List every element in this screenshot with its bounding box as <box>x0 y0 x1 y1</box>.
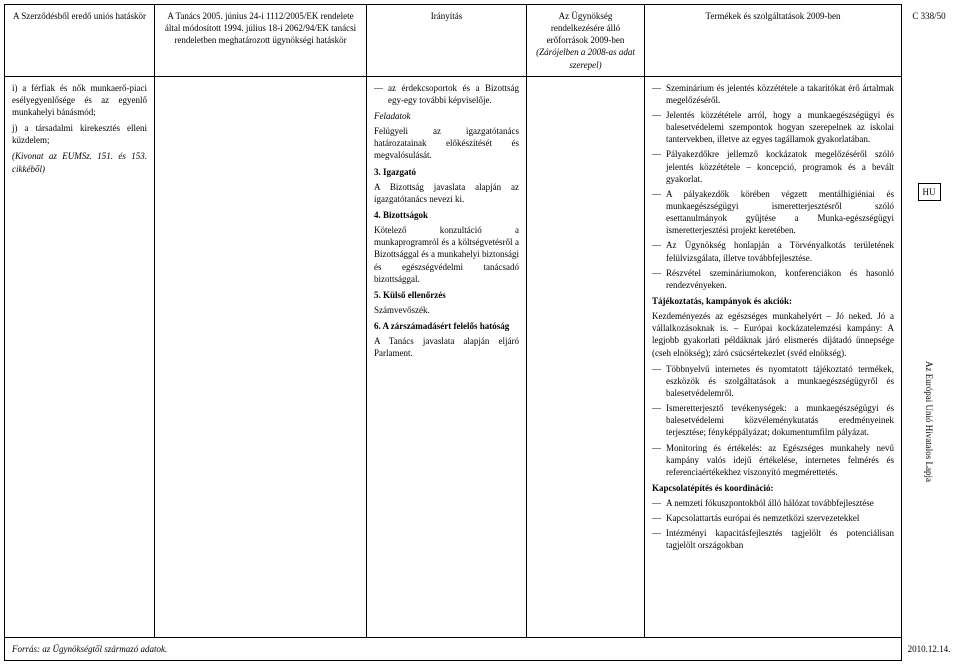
col3-s6-body: A Tanács javaslata alapján eljáró Parlam… <box>374 335 519 359</box>
header-cell-3: Irányítás <box>367 5 527 76</box>
col5-item1-4: Az Ügynökség honlapján a Törvényalkotás … <box>652 239 894 263</box>
margin-doc-number: C 338/50 <box>912 10 945 22</box>
col5-item3-2: Intézményi kapacitásfejlesztés tagjelölt… <box>652 527 894 551</box>
page-root: A Szerződésből eredő uniós hatáskör A Ta… <box>4 4 956 661</box>
col5-item3-0: A nemzeti fókuszpontokból álló hálózat t… <box>652 497 894 509</box>
body-cell-2 <box>155 77 367 637</box>
margin-column: C 338/50 HU Az Európai Unió Hivatalos La… <box>902 4 956 661</box>
header-cell-2: A Tanács 2005. június 24-i 1112/2005/EK … <box>155 5 367 76</box>
col3-s5-head: 5. Külső ellenőrzés <box>374 289 519 301</box>
header-4-line2: (Zárójelben a 2008-as adat szerepel) <box>534 46 637 70</box>
col5-item3-1: Kapcsolattartás európai és nemzetközi sz… <box>652 512 894 524</box>
col5-item1-2: Pályakezdőkre jellemző kockázatok megelő… <box>652 148 894 184</box>
header-cell-5: Termékek és szolgáltatások 2009-ben <box>645 5 901 76</box>
col3-s3-body: A Bizottság javaslata alapján az igazgat… <box>374 181 519 205</box>
header-cell-1: A Szerződésből eredő uniós hatáskör <box>5 5 155 76</box>
margin-date: 2010.12.14. <box>908 643 951 655</box>
header-cell-4: Az Ügynökség rendelkezésére álló erőforr… <box>527 5 645 76</box>
col3-s4-body: Kötelező konzultáció a munkaprogramról é… <box>374 224 519 285</box>
col5-item2-2: Monitoring és értékelés: az Egészséges m… <box>652 442 894 478</box>
col5-tajek-head: Tájékoztatás, kampányok és akciók: <box>652 295 894 307</box>
col3-s5-body: Számvevőszék. <box>374 304 519 316</box>
col3-s4-head: 4. Bizottságok <box>374 209 519 221</box>
col5-item1-3: A pályakezdők körében végzett mentálhigi… <box>652 188 894 237</box>
table-footer-row: Forrás: az Ügynökségtől származó adatok. <box>5 637 901 660</box>
col5-item1-0: Szeminárium és jelentés közzététele a ta… <box>652 82 894 106</box>
col1-para-i: i) a férfiak és nők munkaerő-piaci esély… <box>12 82 147 118</box>
footer-source: Forrás: az Ügynökségtől származó adatok. <box>5 638 901 660</box>
col1-para-j: j) a társadalmi kirekesztés elleni küzde… <box>12 122 147 146</box>
col5-tajek-body: Kezdeményezés az egészséges munkahelyért… <box>652 310 894 359</box>
table-header-row: A Szerződésből eredő uniós hatáskör A Ta… <box>5 5 901 77</box>
col3-feladatok-body: Felügyeli az igazgatótanács határozatain… <box>374 125 519 161</box>
margin-lang-box: HU <box>918 183 941 201</box>
col3-s3-head: 3. Igazgató <box>374 166 519 178</box>
col3-s6-head: 6. A zárszámadásért felelős hatóság <box>374 320 519 332</box>
margin-journal-title: Az Európai Unió Hivatalos Lapja <box>923 361 935 482</box>
body-cell-4 <box>527 77 645 637</box>
col3-intro-item: az érdekcsoportok és a Bizottság egy-egy… <box>374 82 519 106</box>
col5-item2-1: Ismeretterjesztő tevékenységek: a munkae… <box>652 402 894 438</box>
main-table: A Szerződésből eredő uniós hatáskör A Ta… <box>4 4 902 661</box>
body-cell-1: i) a férfiak és nők munkaerő-piaci esély… <box>5 77 155 637</box>
col5-item2-0: Többnyelvű internetes és nyomtatott tájé… <box>652 363 894 399</box>
header-4-line1: Az Ügynökség rendelkezésére álló erőforr… <box>534 10 637 46</box>
col5-item1-5: Részvétel szemináriumokon, konferenciáko… <box>652 267 894 291</box>
body-cell-5: Szeminárium és jelentés közzététele a ta… <box>645 77 901 637</box>
table-body-row: i) a férfiak és nők munkaerő-piaci esély… <box>5 77 901 637</box>
col5-item1-1: Jelentés közzététele arról, hogy a munka… <box>652 109 894 145</box>
body-cell-3: az érdekcsoportok és a Bizottság egy-egy… <box>367 77 527 637</box>
col5-kapcs-head: Kapcsolatépítés és koordináció: <box>652 482 894 494</box>
col1-citation: (Kivonat az EUMSz. 151. és 153. cikkéből… <box>12 150 147 174</box>
col3-feladatok-head: Feladatok <box>374 110 519 122</box>
